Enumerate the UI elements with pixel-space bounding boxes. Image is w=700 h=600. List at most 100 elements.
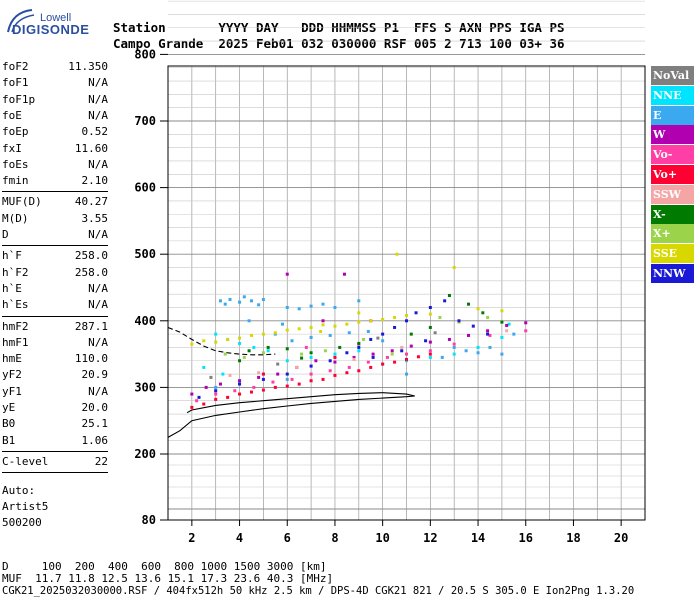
param-row: fxI 11.60 xyxy=(2,142,108,158)
param-row: h`F2 258.0 xyxy=(2,266,108,282)
data-point-e xyxy=(328,333,332,337)
param-value: 258.0 xyxy=(74,265,108,279)
data-point-ssw xyxy=(257,371,261,375)
data-point-nnw xyxy=(238,382,242,386)
param-row: foF1p N/A xyxy=(2,93,108,109)
param-value: 25.1 xyxy=(81,417,109,431)
data-point-e xyxy=(309,304,313,308)
plot-frame xyxy=(167,65,646,521)
param-name: foEs xyxy=(2,157,29,171)
data-point-sse xyxy=(395,252,399,256)
data-point-e xyxy=(280,322,284,326)
param-name: hmF2 xyxy=(2,319,29,333)
param-row: foF2 11.350 xyxy=(2,60,108,76)
data-point-w xyxy=(352,355,356,359)
x-tick-label: 4 xyxy=(236,531,243,545)
data-point-vo- xyxy=(190,405,194,409)
data-point-e xyxy=(464,349,468,353)
data-point-nne xyxy=(452,352,456,356)
x-tick-label: 8 xyxy=(331,531,338,545)
param-name: B1 xyxy=(2,433,16,447)
data-point-vo- xyxy=(369,365,373,369)
x-tick-label: 20 xyxy=(614,531,628,545)
y-tick-label: 800 xyxy=(134,47,156,61)
param-separator xyxy=(2,245,108,247)
param-value: 20.9 xyxy=(81,368,109,382)
logo-top-text: Lowell xyxy=(40,12,72,24)
data-point-nnw xyxy=(400,349,404,353)
data-point-nne xyxy=(214,332,218,336)
data-point-ssw xyxy=(228,373,232,377)
data-point-nnw xyxy=(428,305,432,309)
data-point-e xyxy=(321,302,325,306)
data-point-w xyxy=(321,319,325,323)
data-point-vo- xyxy=(285,384,289,388)
data-point-nne xyxy=(507,322,511,326)
y-tick-label: 700 xyxy=(134,114,156,128)
data-point-sse xyxy=(249,333,253,337)
data-point-ssw xyxy=(400,345,404,349)
param-name: yE xyxy=(2,401,16,414)
param-name: yF1 xyxy=(2,384,22,398)
param-value: N/A xyxy=(88,281,108,295)
data-point-e xyxy=(218,299,222,303)
data-point-e xyxy=(476,351,480,355)
param-row: yE 20.0 xyxy=(2,401,108,417)
data-point-sse xyxy=(261,332,265,336)
data-point-e xyxy=(440,355,444,359)
param-separator xyxy=(2,191,108,193)
data-point-sse xyxy=(333,324,337,328)
data-point-e xyxy=(214,385,218,389)
data-point-w xyxy=(204,385,208,389)
param-value: 40.27 xyxy=(74,195,108,209)
data-point-vo- xyxy=(271,380,275,384)
data-point-vo- xyxy=(290,377,294,381)
data-point-e xyxy=(512,332,516,336)
data-point-vo- xyxy=(328,369,332,373)
data-point-vo- xyxy=(233,389,237,393)
param-name: yF2 xyxy=(2,368,22,382)
data-point-vo- xyxy=(488,333,492,337)
data-point-ssw xyxy=(352,357,356,361)
data-point-nnw xyxy=(414,311,418,315)
data-point-vo- xyxy=(309,372,313,376)
data-point-e xyxy=(290,339,294,343)
data-point-x- xyxy=(300,356,304,360)
param-value: N/A xyxy=(88,92,108,106)
data-point-sse xyxy=(357,320,361,324)
data-point-vo- xyxy=(366,360,370,364)
param-separator xyxy=(2,450,108,452)
data-point-sse xyxy=(393,315,397,319)
data-point-w xyxy=(524,321,528,325)
data-point-x- xyxy=(309,351,313,355)
y-tick-label: 600 xyxy=(134,181,156,195)
data-point-w xyxy=(342,272,346,276)
param-name: foF1 xyxy=(2,76,29,90)
data-point-nne xyxy=(428,355,432,359)
x-tick-label: 18 xyxy=(566,531,580,545)
data-point-sse xyxy=(452,266,456,270)
data-point-sse xyxy=(226,337,230,341)
param-value: 0.52 xyxy=(81,125,109,139)
data-point-nnw xyxy=(424,339,428,343)
param-name: hmF1 xyxy=(2,335,29,349)
param-name: foEp xyxy=(2,125,29,139)
data-point-x- xyxy=(357,341,361,345)
legend-item-ssw: SSW xyxy=(651,184,694,204)
y-tick-label: 300 xyxy=(134,380,156,394)
data-point-e xyxy=(297,307,301,311)
data-point-x- xyxy=(409,332,413,336)
data-point-w xyxy=(505,323,509,327)
data-point-vo- xyxy=(405,357,408,361)
data-point-vo- xyxy=(428,349,432,353)
data-point-vo- xyxy=(309,379,313,383)
data-point-w xyxy=(276,372,280,376)
x-tick-label: 14 xyxy=(471,531,485,545)
data-point-sse xyxy=(381,317,385,321)
data-point-nne xyxy=(266,349,270,353)
data-point-e xyxy=(366,329,370,333)
data-point-x- xyxy=(266,345,270,349)
data-point-nnw xyxy=(486,332,490,336)
param-row: hmF2 287.1 xyxy=(2,320,108,336)
legend-item-x-: X- xyxy=(651,204,694,224)
